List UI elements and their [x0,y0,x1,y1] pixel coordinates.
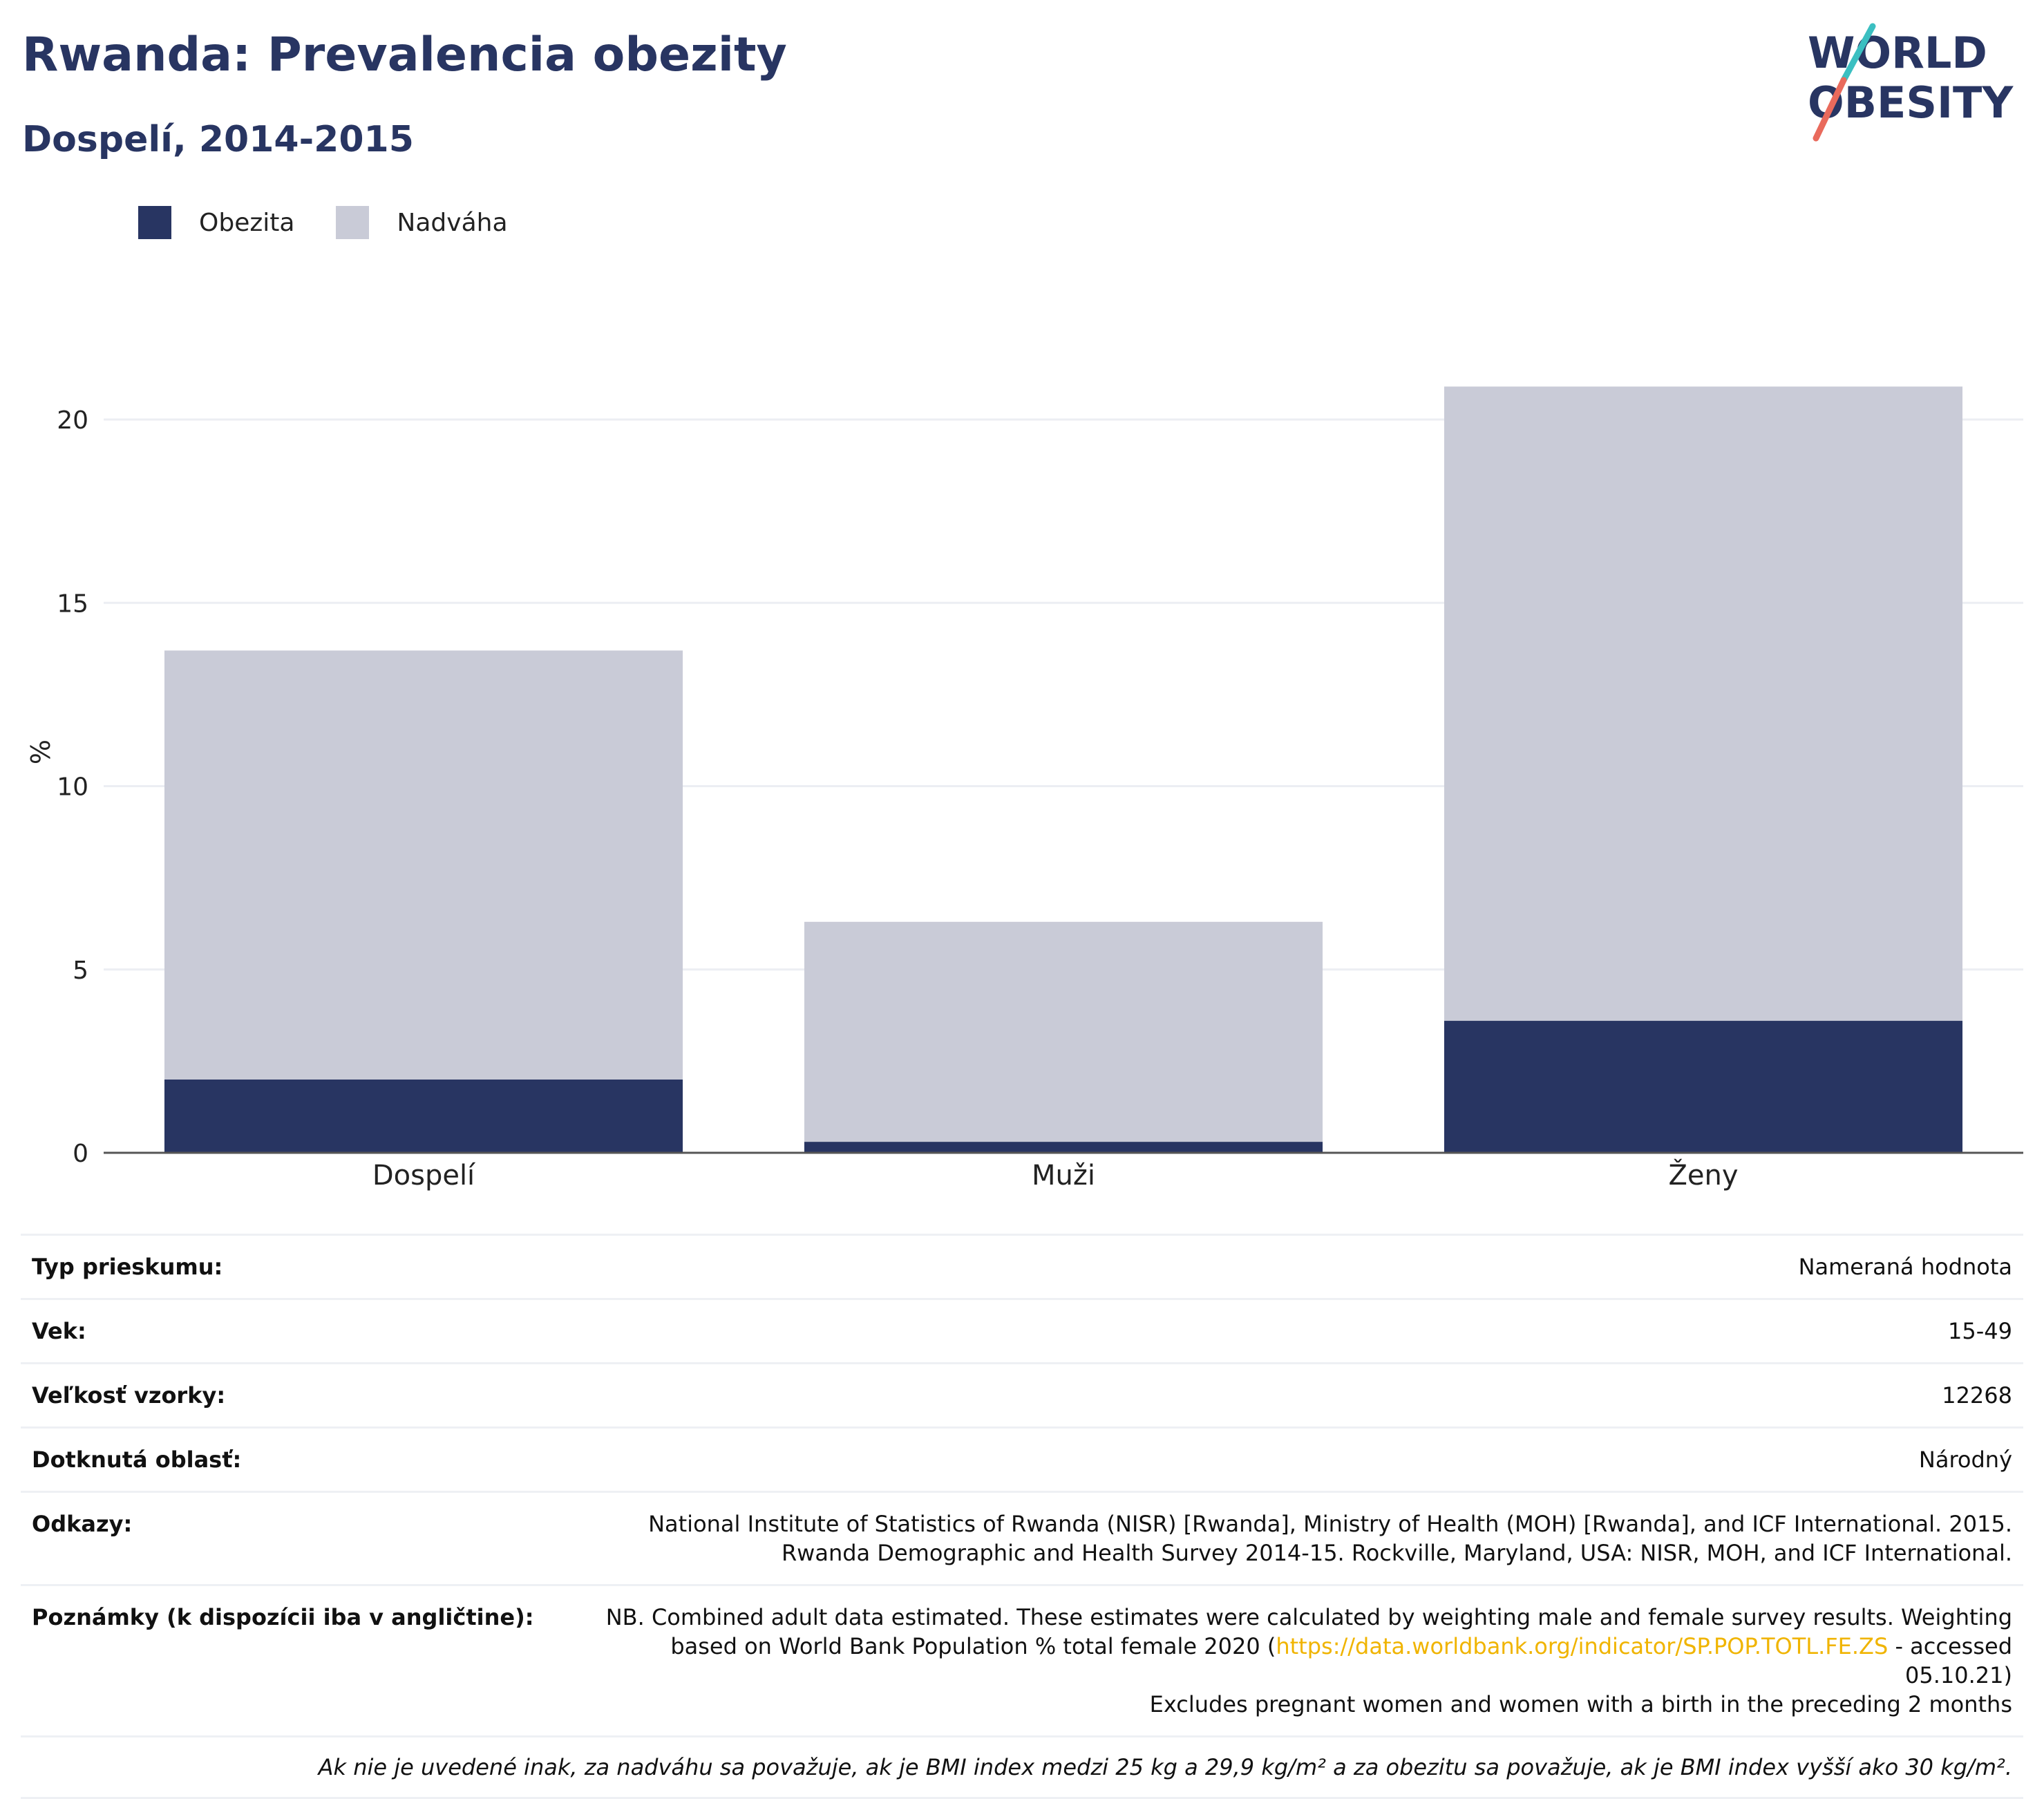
bar-obesity [804,1142,1323,1153]
notes-text: - accessed 05.10.21) [1888,1633,2012,1688]
info-label: Veľkosť vzorky: [32,1382,226,1409]
world-obesity-logo: WORLD OBESITY [1808,23,2014,142]
legend-swatch-obesity [138,206,171,239]
legend-swatch-overweight [336,206,370,239]
legend-label-overweight: Nadváha [397,208,508,237]
notes-text: Excludes pregnant women and women with a… [1149,1691,2012,1717]
survey-info-table: Typ prieskumu: Nameraná hodnota Vek: 15-… [21,1234,2023,1799]
bar-overweight [1444,386,1963,1021]
bar-obesity [164,1079,683,1153]
bar-overweight [164,650,683,1080]
info-value: 15-49 [1948,1318,2012,1344]
bar-chart: 0 5 10 15 20% Dospelí Muži Ženy [26,386,2023,1192]
svg-text:WORLD: WORLD [1808,28,1987,78]
legend-label-obesity: Obezita [199,208,295,237]
info-value: Národný [1918,1447,2012,1473]
y-axis-label: % [26,740,56,764]
info-label: Vek: [32,1318,86,1344]
page-subtitle: Dospelí, 2014-2015 [22,119,414,160]
info-row-notes: Poznámky (k dispozícii iba v angličtine)… [21,1584,2023,1735]
x-tick-label: Dospelí [372,1160,476,1192]
info-value: 12268 [1942,1382,2012,1409]
x-tick-label: Muži [1032,1160,1095,1192]
legend-item-overweight[interactable]: Nadváha [336,206,508,239]
y-tick-label: 10 [57,773,88,802]
y-tick-label: 0 [73,1140,88,1168]
notes-text: NB. Combined adult data estimated. These… [605,1604,2012,1659]
info-value: Nameraná hodnota [1798,1254,2012,1280]
info-row-survey-type: Typ prieskumu: Nameraná hodnota [21,1234,2023,1298]
info-value: NB. Combined adult data estimated. These… [576,1603,2012,1719]
y-tick-label: 15 [57,590,88,618]
y-tick-label: 20 [57,406,88,435]
y-tick-label: 5 [73,957,88,985]
page-title: Rwanda: Prevalencia obezity [22,28,787,82]
info-row-area: Dotknutá oblasť: Národný [21,1426,2023,1491]
chart-legend: Obezita Nadváha [138,206,549,239]
info-value: National Institute of Statistics of Rwan… [648,1511,2012,1566]
info-label: Dotknutá oblasť: [32,1447,242,1473]
info-label: Poznámky (k dispozícii iba v angličtine)… [32,1604,534,1630]
info-label: Typ prieskumu: [32,1254,223,1280]
legend-item-obesity[interactable]: Obezita [138,206,294,239]
x-tick-label: Ženy [1668,1158,1738,1192]
bar-overweight [804,921,1323,1142]
bmi-footnote: Ak nie je uvedené inak, za nadváhu sa po… [21,1735,2023,1799]
bar-obesity [1444,1021,1963,1153]
worldbank-link[interactable]: https://data.worldbank.org/indicator/SP.… [1276,1633,1889,1659]
info-row-references: Odkazy: National Institute of Statistics… [21,1491,2023,1584]
info-label: Odkazy: [32,1511,133,1537]
info-row-age: Vek: 15-49 [21,1298,2023,1362]
info-row-sample-size: Veľkosť vzorky: 12268 [21,1362,2023,1426]
